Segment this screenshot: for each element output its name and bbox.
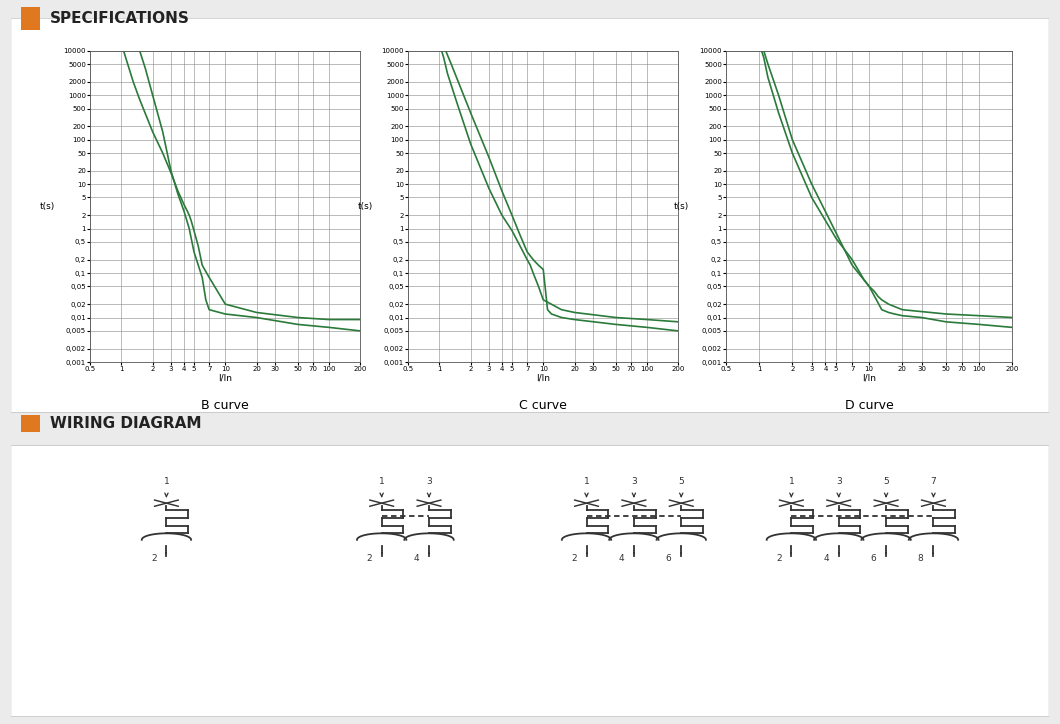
X-axis label: I/In: I/In [536, 374, 550, 382]
Text: 6: 6 [870, 554, 877, 563]
Text: SPECIFICATIONS: SPECIFICATIONS [50, 11, 190, 25]
Text: 5: 5 [883, 477, 889, 487]
Bar [21, 7, 39, 30]
Bar [21, 415, 39, 432]
Text: 3: 3 [836, 477, 842, 487]
X-axis label: I/In: I/In [862, 374, 877, 382]
Text: WIRING DIAGRAM: WIRING DIAGRAM [50, 416, 201, 431]
Text: 2: 2 [776, 554, 781, 563]
Text: 3: 3 [631, 477, 637, 487]
Y-axis label: t(s): t(s) [357, 202, 373, 211]
Text: B curve: B curve [201, 400, 249, 413]
Text: 6: 6 [666, 554, 671, 563]
Y-axis label: t(s): t(s) [674, 202, 689, 211]
Text: 4: 4 [413, 554, 419, 563]
Text: 1: 1 [584, 477, 589, 487]
Y-axis label: t(s): t(s) [39, 202, 55, 211]
FancyBboxPatch shape [11, 18, 1049, 413]
Text: D curve: D curve [845, 400, 894, 413]
Text: 1: 1 [789, 477, 794, 487]
Text: 5: 5 [678, 477, 684, 487]
Text: 7: 7 [931, 477, 936, 487]
Text: 1: 1 [163, 477, 170, 487]
Text: 3: 3 [426, 477, 431, 487]
Text: 4: 4 [824, 554, 829, 563]
Text: C curve: C curve [519, 400, 567, 413]
X-axis label: I/In: I/In [218, 374, 232, 382]
Text: 2: 2 [151, 554, 157, 563]
Text: 1: 1 [378, 477, 385, 487]
Text: 2: 2 [571, 554, 577, 563]
FancyBboxPatch shape [11, 445, 1049, 717]
Text: 2: 2 [366, 554, 372, 563]
Text: 4: 4 [618, 554, 624, 563]
Text: 8: 8 [918, 554, 923, 563]
